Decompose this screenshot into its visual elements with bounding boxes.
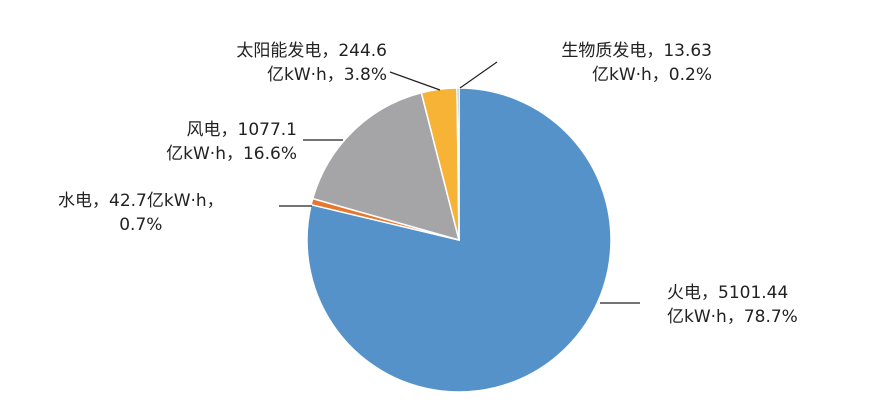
pie-slice-4 — [456, 87, 460, 241]
label-hydro: 水电，42.7亿kW·h， 0.7% — [58, 189, 224, 237]
label-solar: 太阳能发电，244.6 亿kW·h，3.8% — [236, 39, 387, 87]
label-thermal-line1: 火电，5101.44 — [667, 283, 789, 303]
leader-line-3 — [389, 71, 441, 91]
label-wind-line2: 亿kW·h，16.6% — [166, 144, 297, 164]
pie-slice-2 — [311, 91, 461, 242]
label-solar-line2: 亿kW·h，3.8% — [266, 65, 387, 85]
label-wind: 风电，1077.1 亿kW·h，16.6% — [166, 118, 297, 166]
label-thermal: 火电，5101.44 亿kW·h，78.7% — [667, 281, 798, 329]
label-biomass-line2: 亿kW·h，0.2% — [591, 65, 712, 85]
label-thermal-line2: 亿kW·h，78.7% — [667, 307, 798, 327]
leader-line-4 — [459, 61, 498, 89]
label-hydro-line2: 0.7% — [119, 215, 163, 235]
label-hydro-line1: 水电，42.7亿kW·h， — [58, 191, 224, 211]
label-biomass-line1: 生物质发电，13.63 — [561, 41, 712, 61]
label-wind-line1: 风电，1077.1 — [186, 120, 297, 140]
label-biomass: 生物质发电，13.63 亿kW·h，0.2% — [561, 39, 712, 87]
label-solar-line1: 太阳能发电，244.6 — [236, 41, 387, 61]
